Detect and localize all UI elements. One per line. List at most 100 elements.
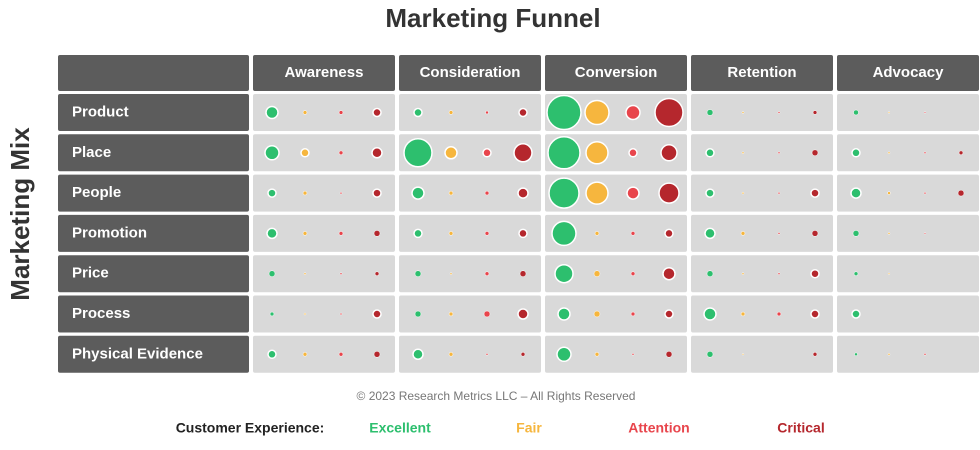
cell [545,255,687,293]
bubble [413,228,423,239]
bubble [887,272,891,275]
bubble [923,232,927,235]
bubble [631,353,635,356]
column-header: Advocacy [873,64,945,81]
bubble [741,191,745,195]
bubble [403,138,433,168]
corner-cell [58,55,249,91]
bubble [302,190,308,196]
column-header: Consideration [420,64,521,81]
cell [545,94,687,131]
bubble [264,145,280,161]
bubble [303,312,307,316]
bubble [554,263,574,284]
bubble [448,352,454,357]
bubble [373,351,381,358]
cell [399,255,541,293]
cell [253,94,395,131]
bubble [339,191,343,195]
bubble [741,272,745,275]
bubble [887,191,891,195]
bubble [300,148,310,158]
row-header-cell [58,174,249,212]
cell [691,94,833,131]
bubble [269,311,275,317]
bubble [548,177,580,209]
bubble [741,353,745,356]
bubble [706,270,714,277]
bubble [810,309,820,319]
bubble [630,231,636,236]
row-header: People [72,184,121,201]
bubble [811,230,819,237]
bubble [741,151,745,155]
bubble [958,150,964,156]
row-header: Product [72,103,129,120]
column-header-cell [545,55,687,91]
bubble [413,107,423,118]
bubble [812,352,818,357]
bubble [658,182,680,204]
column-header: Conversion [575,64,658,81]
bubble [887,111,891,114]
bubble [660,144,678,162]
bubble [448,110,454,115]
column-header-cell [399,55,541,91]
bubble [851,148,861,158]
bubble [302,352,308,357]
bubble [411,186,425,200]
bubble [704,227,716,240]
cell [253,174,395,212]
row-header: Process [72,305,130,322]
bubble [338,231,344,236]
cell [691,214,833,252]
bubble [777,191,781,195]
bubble [584,99,610,126]
bubble [371,147,383,159]
bubble [414,270,422,277]
bubble [485,353,489,356]
bubble [776,311,782,317]
bubble [485,110,489,115]
bubble [628,148,638,158]
bubble [594,231,600,236]
bubble [850,187,862,199]
bubble [517,308,529,320]
bubble [302,110,308,115]
cell [399,295,541,333]
column-header: Retention [727,64,796,81]
bubble [923,151,927,155]
bubble [923,191,927,195]
bubble [852,230,860,237]
bubble [593,310,601,318]
bubble [626,186,640,200]
bubble [547,136,581,170]
bubble [851,309,861,319]
cell [545,134,687,172]
row-header: Price [72,265,109,282]
legend-title: Customer Experience: [176,420,325,436]
cell [837,134,979,172]
bubble [484,231,490,236]
bubble [957,189,965,197]
bubble [517,187,529,199]
bubble [518,107,528,118]
bubble [585,181,609,205]
bubble [483,310,491,318]
cell [253,134,395,172]
chart-title: Marketing Funnel [385,3,600,33]
bubble [372,107,382,118]
bubble [519,270,527,277]
bubble [267,188,277,198]
cell [545,174,687,212]
cell [399,174,541,212]
row-header: Promotion [72,224,147,241]
bubble [266,227,278,240]
bubble [551,220,577,247]
bubble [630,311,636,317]
column-header: Awareness [285,64,364,81]
cell [837,295,979,333]
bubble [556,346,572,363]
bubble [338,110,344,115]
bubble [303,272,307,275]
